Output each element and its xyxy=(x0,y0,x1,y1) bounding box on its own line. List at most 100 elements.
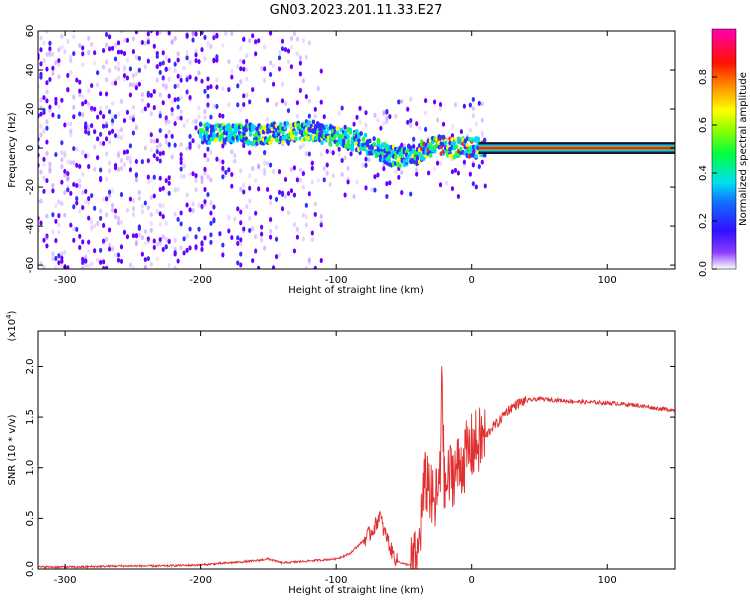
spectrogram-cell xyxy=(134,159,138,165)
spectrogram-cell xyxy=(254,248,258,254)
spectrogram-cell xyxy=(158,221,162,227)
spectrogram-cell xyxy=(63,250,67,256)
spectrogram-cell xyxy=(107,130,112,136)
spectrogram-cell xyxy=(361,136,366,142)
spectrogram-cell xyxy=(337,110,341,116)
spectrogram-cell xyxy=(474,153,478,159)
spectrogram-cell xyxy=(161,75,165,81)
spectrogram-cell xyxy=(245,118,249,124)
spectrogram-cell xyxy=(69,54,73,60)
spectrogram-cell xyxy=(60,251,64,257)
spectrogram-cell xyxy=(224,169,228,175)
spectrogram-cell xyxy=(39,123,43,129)
spectrogram-cell xyxy=(179,77,183,83)
spectrogram-cell xyxy=(96,220,100,226)
spectrogram-cell xyxy=(182,250,186,256)
spectrogram-cell xyxy=(134,125,138,131)
spectrogram-cell xyxy=(93,60,97,66)
spectrogram-cell xyxy=(161,82,165,88)
spectrogram-cell xyxy=(131,104,136,110)
spectrogram-cell xyxy=(140,92,144,98)
spectrogram-cell xyxy=(194,58,198,64)
spectrogram-cell xyxy=(81,62,85,68)
spectrogram-cell xyxy=(209,200,213,206)
spectrogram-cell xyxy=(116,128,121,134)
spectrogram-cell xyxy=(90,226,94,232)
spectrogram-cell xyxy=(104,120,109,126)
spectrogram-cell xyxy=(140,97,144,103)
spectrogram-cell xyxy=(221,113,225,119)
spectrogram-cell xyxy=(295,177,300,183)
snr-background xyxy=(38,331,675,569)
spectrogram-cell xyxy=(173,61,177,67)
spectrogram-cell xyxy=(140,235,144,241)
spectrogram-cell xyxy=(93,106,97,112)
spectrogram-cell xyxy=(90,105,94,111)
spectrogram-cell xyxy=(372,136,376,142)
spectrogram-cell xyxy=(289,64,294,70)
spectrogram-cell xyxy=(179,31,183,33)
spectrogram-cell xyxy=(301,78,305,84)
spectrogram-cell xyxy=(298,144,302,150)
spectrogram-frame xyxy=(37,30,676,270)
spectrogram-cell xyxy=(191,201,195,207)
spectrogram-cell xyxy=(286,48,291,54)
spectrogram-cell xyxy=(131,117,136,123)
spectrogram-cell xyxy=(152,43,156,49)
spectrogram-cell xyxy=(119,135,124,141)
spectrogram-cell xyxy=(45,150,49,156)
spectrogram-cell xyxy=(170,99,174,105)
spectrogram-cell xyxy=(221,242,225,248)
spectrogram-cell xyxy=(313,211,317,217)
spectrogram-cell xyxy=(206,174,210,180)
spectrogram-cell xyxy=(167,76,171,82)
spectrogram-cell xyxy=(48,46,52,52)
spectrogram-cell xyxy=(179,245,183,251)
spectrogram-cell xyxy=(394,113,398,119)
spectrogram-cell xyxy=(54,238,58,244)
spectrogram-cell xyxy=(66,265,70,269)
spectrogram-cell xyxy=(149,221,153,227)
spectrogram-cell xyxy=(75,146,79,152)
spectrogram-cell xyxy=(81,266,85,269)
spectrogram-cell xyxy=(424,126,428,132)
spectrogram-cell xyxy=(113,56,118,62)
spectrogram-cell xyxy=(212,34,216,40)
spectrogram-cell xyxy=(113,42,118,48)
spectrogram-cell xyxy=(304,151,308,157)
spectrogram-cell xyxy=(248,185,252,191)
spectrogram-cell xyxy=(54,152,58,158)
spectrogram-cell xyxy=(179,109,183,115)
spectrogram-cell xyxy=(167,129,171,135)
spectrogram-cell xyxy=(125,155,130,161)
spectrogram-cell xyxy=(87,152,91,158)
spectrogram-cell xyxy=(313,113,317,119)
spectrogram-cell xyxy=(182,123,186,129)
spectrogram-cell xyxy=(63,153,67,159)
spectrogram-cell xyxy=(443,140,448,146)
spectrogram-cell xyxy=(54,96,58,102)
spectrogram-cell xyxy=(270,137,274,142)
spectrogram-cell xyxy=(116,252,121,258)
spectrogram-cell xyxy=(161,246,165,252)
spectrogram-cell xyxy=(140,40,144,46)
spectrogram-cell xyxy=(110,188,115,194)
spectrogram-cell xyxy=(69,128,73,134)
spectrogram-cell xyxy=(274,254,279,260)
spectrogram-cell xyxy=(194,234,198,240)
spectrogram-cell xyxy=(104,151,109,157)
spectrogram-cell xyxy=(372,141,376,147)
spectrogram-cell xyxy=(292,192,297,198)
spectrogram-cell xyxy=(268,200,273,206)
spectrogram-cell xyxy=(203,166,207,172)
spectrogram-cell xyxy=(146,37,150,43)
spectrogram-cell xyxy=(304,54,308,60)
spectrogram-cell xyxy=(152,105,156,111)
spectrogram-cell xyxy=(468,102,472,108)
y-tick-label: -60 xyxy=(25,257,36,273)
spectrogram-cell xyxy=(60,179,64,185)
spectrogram-cell xyxy=(182,236,186,242)
spectrogram-cell xyxy=(128,143,133,149)
spectrogram-cell xyxy=(236,260,240,266)
spectrogram-cell xyxy=(255,126,259,132)
